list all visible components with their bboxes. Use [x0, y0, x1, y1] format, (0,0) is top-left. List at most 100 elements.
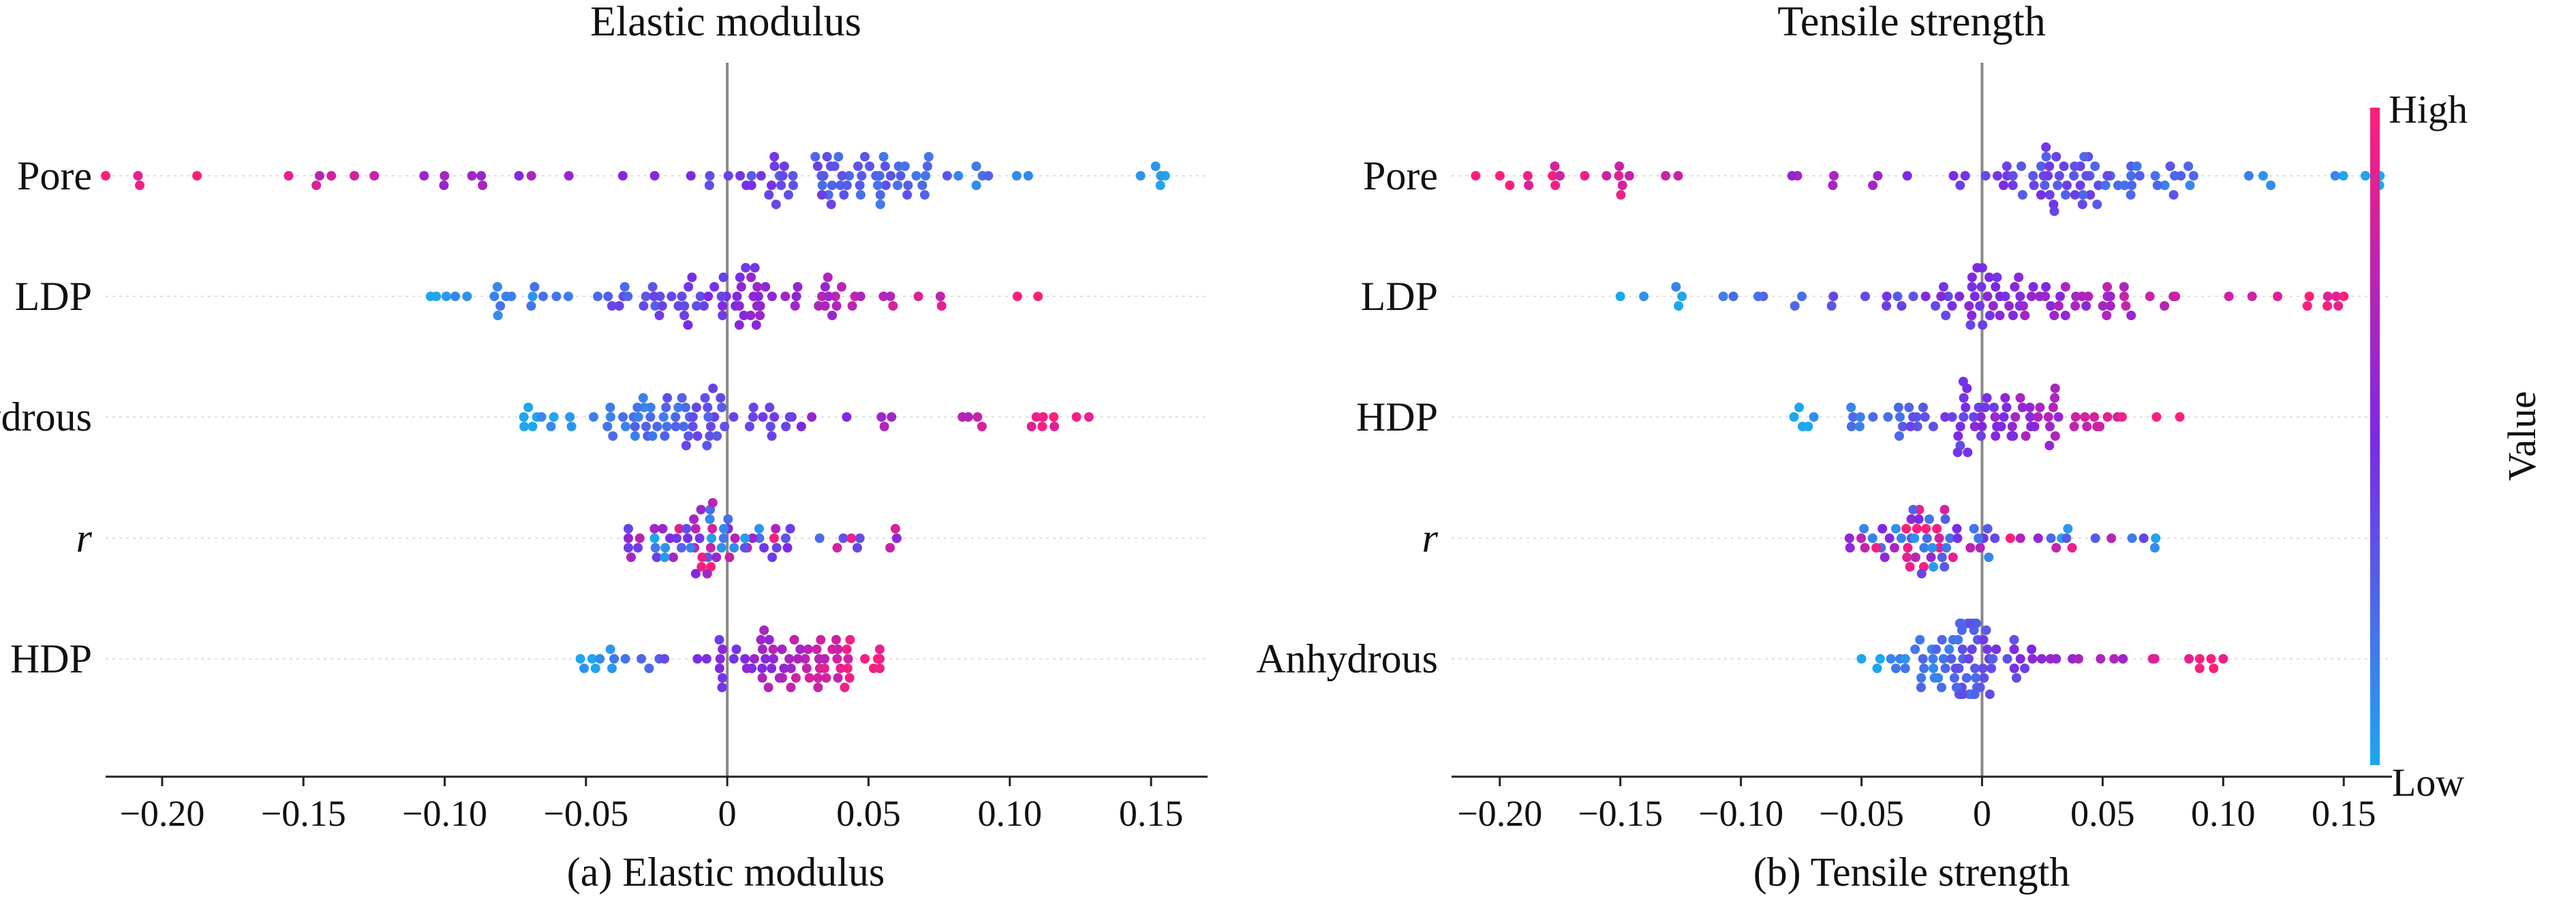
shap-point	[651, 553, 662, 562]
shap-point	[716, 393, 726, 403]
x-tick-label: −0.10	[1698, 793, 1783, 834]
x-tick-label: 0.10	[978, 793, 1043, 834]
shap-point	[786, 664, 796, 673]
x-tick-label: 0.10	[2191, 793, 2256, 834]
shap-point	[1845, 543, 1855, 553]
shap-point	[662, 393, 673, 403]
shap-point	[823, 190, 833, 200]
shap-point	[1991, 282, 2001, 292]
shap-point	[1875, 654, 1885, 664]
shap-point	[1856, 533, 1866, 543]
shap-point	[2121, 301, 2131, 311]
shap-point	[942, 171, 952, 181]
shap-point	[936, 301, 947, 311]
shap-point	[2053, 412, 2064, 422]
shap-point	[827, 645, 838, 654]
shap-point	[880, 161, 890, 171]
shap-point	[761, 282, 771, 292]
shap-point	[649, 533, 660, 543]
shap-point	[782, 543, 793, 553]
shap-point	[2002, 161, 2012, 171]
shap-point	[527, 422, 538, 431]
shap-point	[865, 161, 875, 171]
shap-point	[192, 171, 202, 181]
shap-point	[750, 263, 760, 273]
shap-point	[923, 152, 934, 161]
feature-label: r	[1422, 516, 1439, 561]
shap-point	[796, 422, 806, 431]
shap-point	[2118, 654, 2128, 664]
shap-point	[1969, 524, 1979, 533]
x-tick-label: −0.15	[261, 793, 346, 834]
shap-point	[1671, 282, 1681, 292]
shap-point	[2036, 190, 2046, 200]
shap-point	[1948, 553, 1958, 562]
shap-point	[857, 171, 867, 181]
shap-point	[1965, 320, 1976, 330]
shap-point	[767, 181, 777, 190]
shap-point	[2071, 292, 2081, 301]
shap-point	[526, 301, 536, 311]
x-tick-label: −0.20	[1457, 793, 1542, 834]
shap-point	[1860, 292, 1870, 301]
shap-point	[1908, 412, 1918, 422]
shap-point	[668, 553, 678, 562]
shap-point	[702, 569, 712, 578]
shap-point	[1980, 403, 1990, 412]
shap-point	[855, 181, 865, 190]
shap-point	[1877, 524, 1888, 533]
shap-point	[1580, 171, 1590, 181]
shap-point	[804, 673, 814, 683]
shap-point	[754, 524, 764, 533]
shap-point	[2041, 152, 2051, 161]
shap-point	[875, 664, 885, 673]
shap-point	[878, 292, 889, 301]
shap-point	[2035, 403, 2045, 412]
shap-point	[2302, 301, 2312, 311]
shap-point	[1925, 514, 1934, 524]
shap-point	[326, 171, 337, 181]
shap-point	[697, 553, 707, 562]
shap-point	[1787, 171, 1797, 181]
shap-point	[692, 301, 702, 311]
shap-point	[1931, 301, 1941, 311]
shap-point	[2247, 292, 2257, 301]
shap-point	[784, 412, 795, 422]
shap-point	[764, 635, 774, 645]
shap-point	[2322, 301, 2333, 311]
shap-point	[803, 645, 813, 654]
shap-point	[1940, 664, 1950, 673]
shap-point	[1895, 412, 1905, 422]
shap-point	[820, 282, 830, 292]
shap-point	[1868, 412, 1878, 422]
shap-point	[2333, 301, 2344, 311]
shap-point	[1910, 645, 1920, 654]
shap-point	[589, 412, 598, 422]
shap-point	[1674, 301, 1684, 311]
shap-point	[1011, 171, 1022, 181]
shap-point	[1991, 645, 2002, 654]
shap-point	[647, 431, 658, 441]
shap-point	[717, 683, 727, 692]
shap-point	[2152, 181, 2162, 190]
shap-point	[590, 664, 600, 673]
shap-point	[2185, 181, 2195, 190]
shap-point	[565, 412, 575, 422]
shap-point	[833, 673, 843, 683]
shap-point	[672, 533, 681, 543]
shap-point	[837, 171, 847, 181]
shap-point	[2053, 301, 2064, 311]
shap-point	[2010, 282, 2020, 292]
shap-point	[755, 311, 765, 320]
shap-point	[587, 654, 597, 664]
shap-point	[1978, 635, 1989, 645]
shap-point	[2036, 161, 2046, 171]
shap-point	[2015, 292, 2025, 301]
shap-point	[1969, 412, 1979, 422]
shap-point	[700, 393, 710, 403]
shap-point	[691, 403, 701, 412]
shap-point	[1952, 448, 1963, 457]
shap-point	[1891, 664, 1901, 673]
shap-point	[1963, 654, 1974, 664]
shap-point	[1661, 171, 1671, 181]
